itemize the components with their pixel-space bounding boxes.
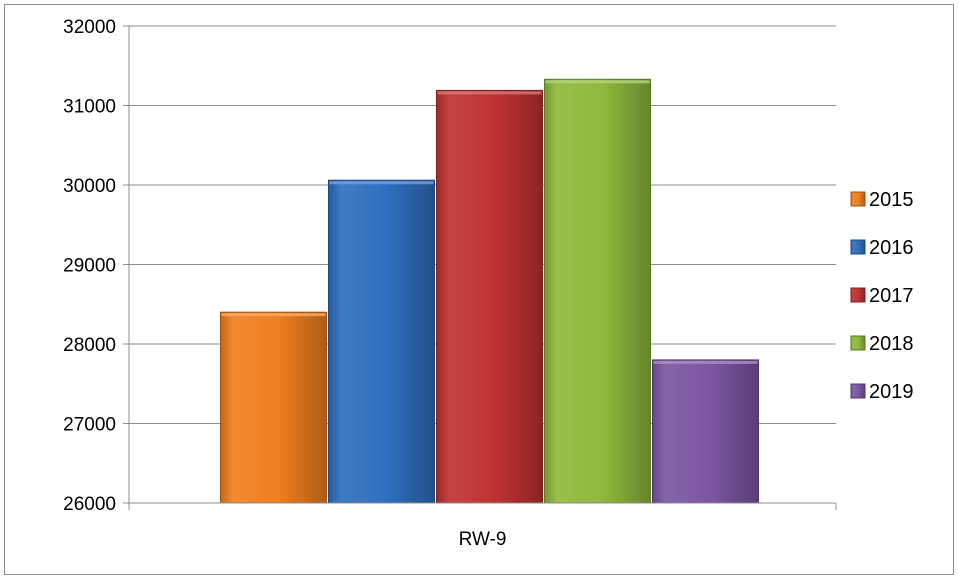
bar-2018 bbox=[544, 78, 651, 504]
y-tick-label: 28000 bbox=[63, 335, 116, 356]
y-tick-label: 30000 bbox=[63, 176, 116, 197]
legend-swatch bbox=[850, 383, 866, 399]
bar-highlight-2016 bbox=[329, 181, 434, 185]
x-category-label: RW-9 bbox=[459, 529, 507, 550]
legend-label: 2017 bbox=[869, 285, 914, 307]
y-tick-label: 27000 bbox=[63, 415, 116, 436]
y-tick-label: 29000 bbox=[63, 256, 116, 277]
axes: 26000 27000 28000 29000 30000 31000 32000 RW-9 bbox=[63, 17, 837, 550]
bar-2017 bbox=[436, 89, 543, 504]
bar-highlight-2015 bbox=[221, 313, 326, 317]
y-tick-label: 32000 bbox=[63, 17, 116, 38]
bars bbox=[220, 78, 759, 504]
legend-label: 2018 bbox=[869, 333, 914, 355]
legend-item-2017: 2017 bbox=[850, 285, 914, 307]
legend-label: 2015 bbox=[869, 189, 914, 211]
legend-item-2016: 2016 bbox=[850, 237, 914, 259]
y-tick-label: 31000 bbox=[63, 97, 116, 118]
legend-item-2015: 2015 bbox=[850, 189, 914, 211]
legend: 2015 2016 2017 2018 2019 bbox=[850, 189, 914, 403]
legend-swatch bbox=[850, 191, 866, 207]
legend-swatch bbox=[850, 239, 866, 255]
legend-label: 2019 bbox=[869, 381, 914, 403]
bar-2019 bbox=[652, 359, 759, 504]
legend-swatch bbox=[850, 335, 866, 351]
bar-highlight-2017 bbox=[437, 91, 542, 95]
legend-swatch bbox=[850, 287, 866, 303]
bar-2016 bbox=[328, 179, 435, 504]
bar-highlight-2019 bbox=[653, 360, 758, 364]
legend-label: 2016 bbox=[869, 237, 914, 259]
bar-highlight-2018 bbox=[545, 80, 650, 84]
legend-item-2019: 2019 bbox=[850, 381, 914, 403]
bar-2015 bbox=[220, 311, 327, 504]
y-tick-label: 26000 bbox=[63, 494, 116, 515]
legend-item-2018: 2018 bbox=[850, 333, 914, 355]
